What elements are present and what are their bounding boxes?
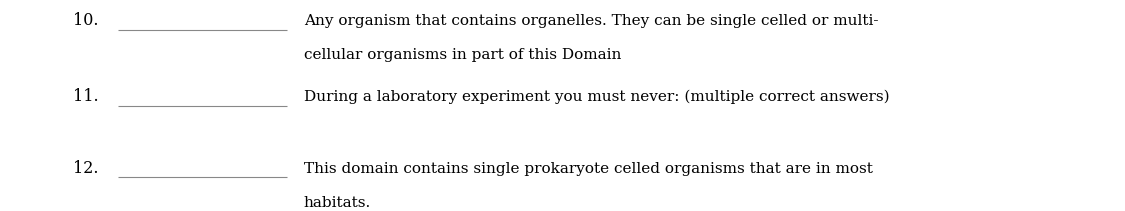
Text: 11.: 11. [73, 88, 99, 105]
Text: Any organism that contains organelles. They can be single celled or multi-: Any organism that contains organelles. T… [304, 14, 879, 28]
Text: habitats.: habitats. [304, 196, 371, 210]
Text: 10.: 10. [73, 12, 99, 29]
Text: During a laboratory experiment you must never: (multiple correct answers): During a laboratory experiment you must … [304, 90, 890, 104]
Text: cellular organisms in part of this Domain: cellular organisms in part of this Domai… [304, 48, 621, 62]
Text: This domain contains single prokaryote celled organisms that are in most: This domain contains single prokaryote c… [304, 162, 873, 176]
Text: 12.: 12. [73, 160, 99, 177]
